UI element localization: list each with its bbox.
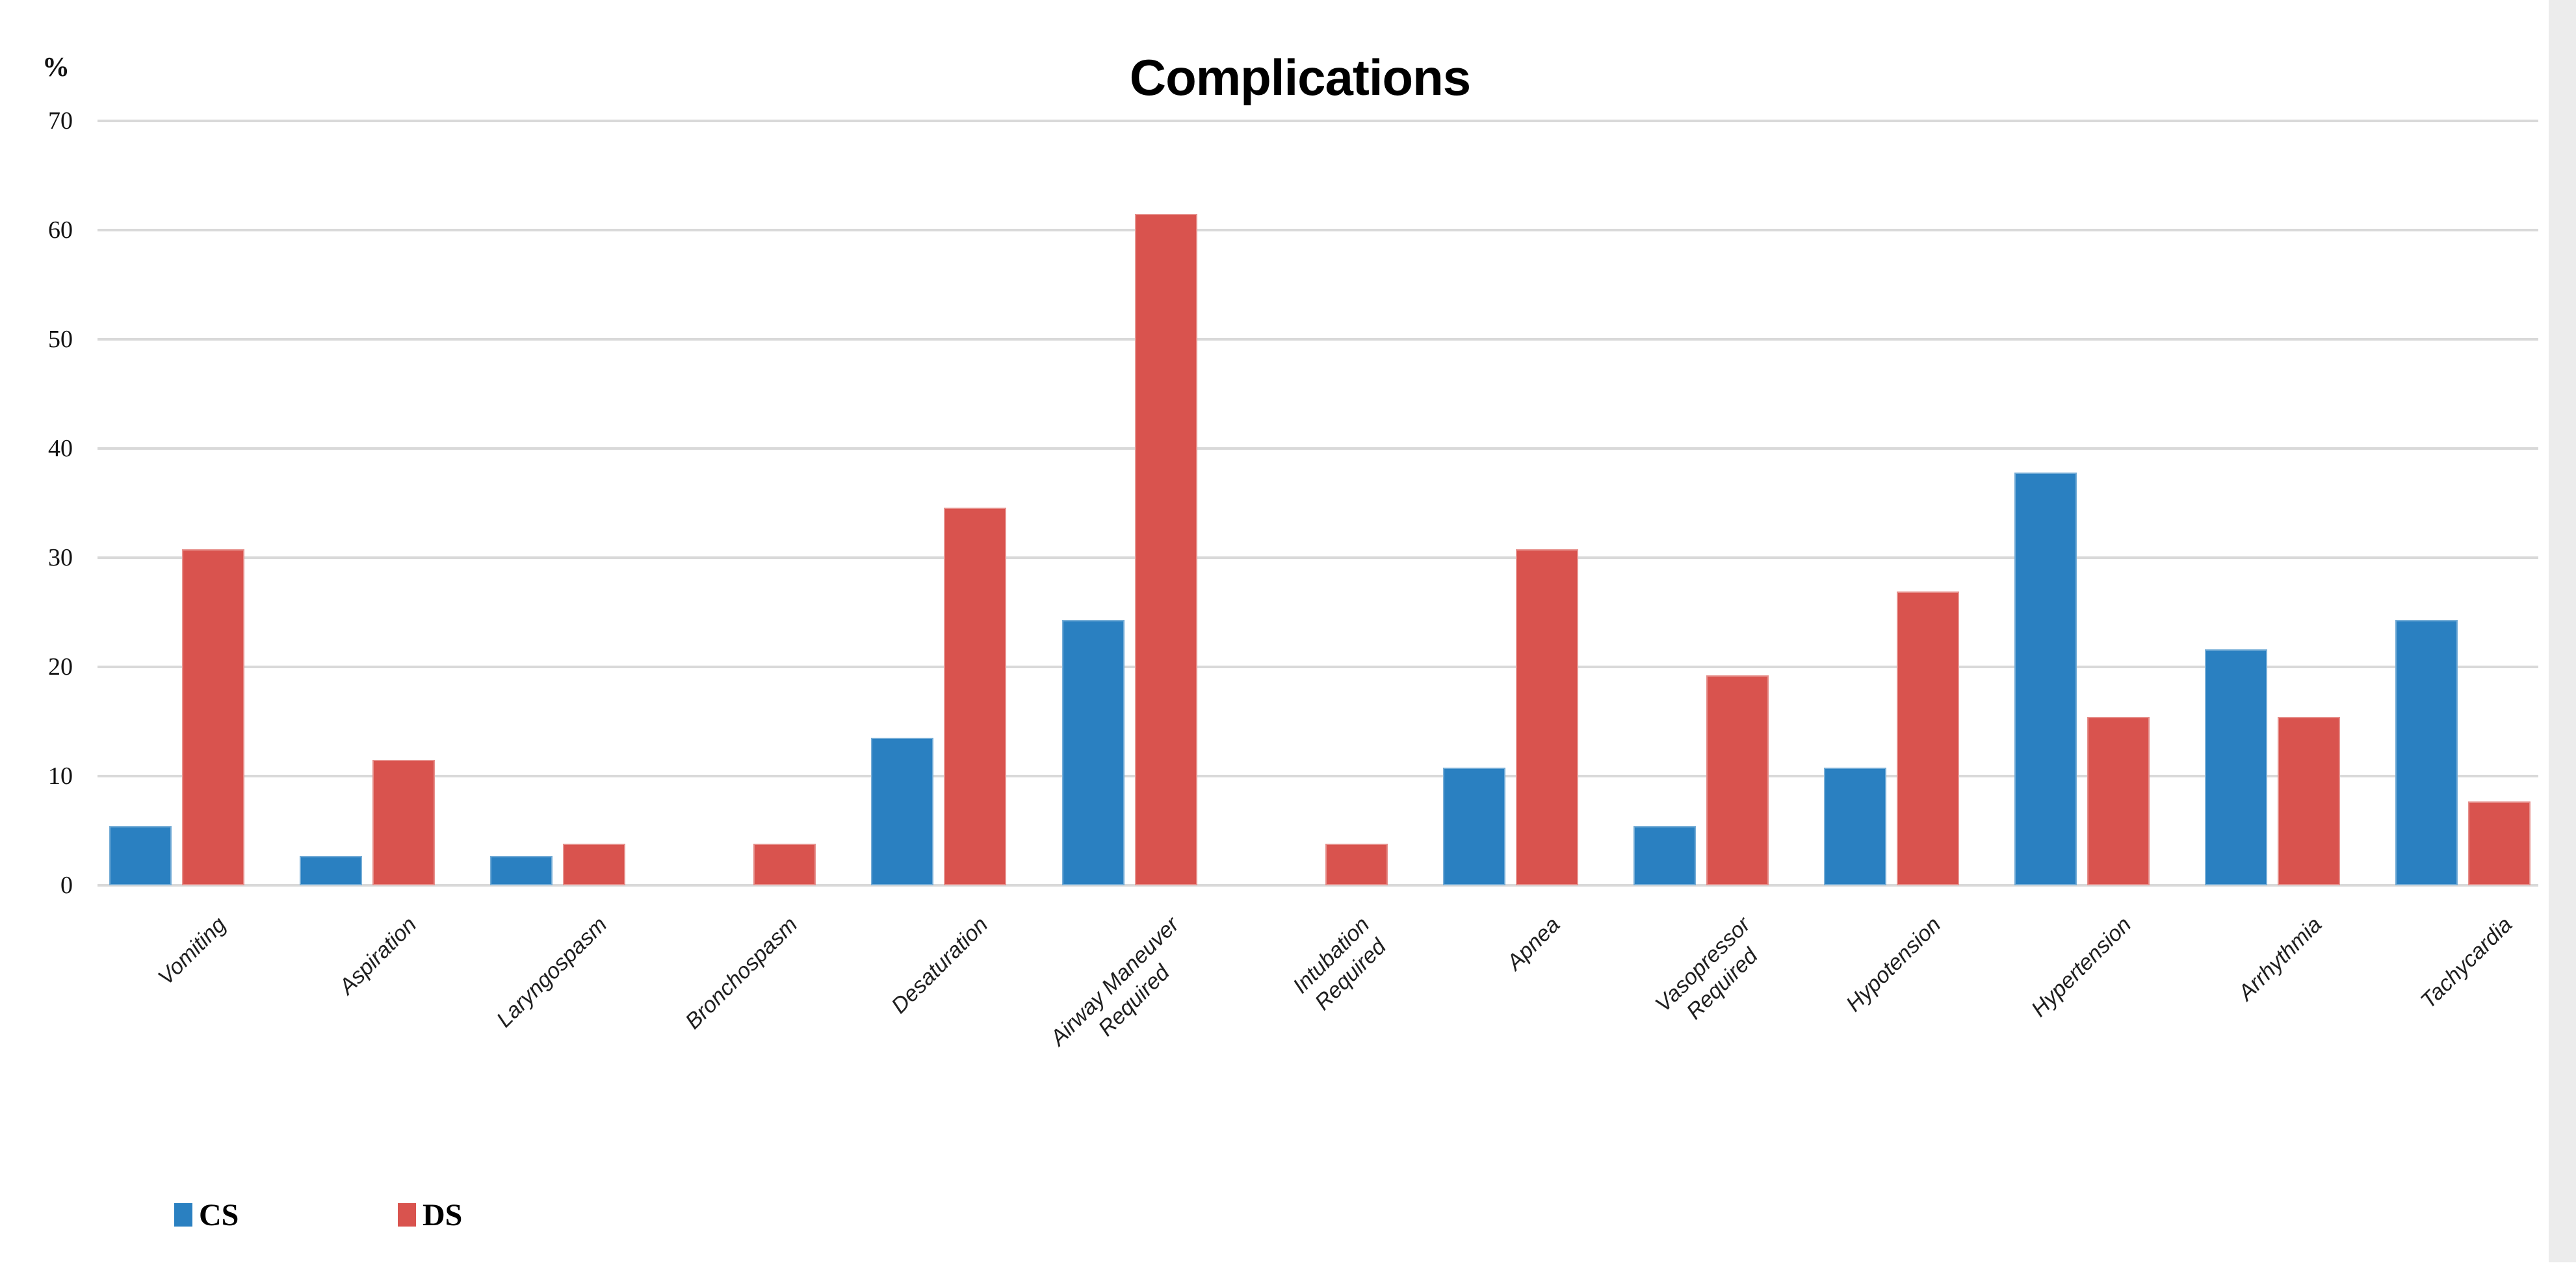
x-category-label-vasopressor-required: Vasopressor Required (1650, 912, 1763, 1024)
bar-ds-airway-maneuver-required (1134, 213, 1197, 885)
bar-ds-vasopressor-required (1706, 675, 1769, 885)
gridline-60 (98, 229, 2538, 231)
y-tick-label-20: 20 (48, 653, 73, 681)
y-tick-label-30: 30 (48, 544, 73, 571)
bar-ds-hypotension (1896, 592, 1959, 885)
x-category-label-tachycardia: Tachycardia (2415, 912, 2517, 1014)
bar-cs-laryngospasm (490, 855, 553, 885)
bar-ds-bronchospasm (753, 844, 816, 885)
legend-label-ds: DS (423, 1198, 463, 1232)
y-tick-label-60: 60 (48, 216, 73, 244)
x-category-label-arrhythmia: Arrhythmia (2233, 912, 2327, 1006)
bar-ds-hypertension (2087, 717, 2150, 885)
bar-ds-apnea (1515, 549, 1578, 885)
bar-cs-desaturation (871, 738, 934, 885)
gridline-10 (98, 775, 2538, 777)
y-tick-label-10: 10 (48, 762, 73, 790)
x-category-label-airway-maneuver-required: Airway Maneuver Required (1045, 912, 1184, 1051)
x-category-label-vomiting: Vomiting (153, 912, 231, 990)
y-axis-unit-label: % (42, 53, 70, 83)
bar-cs-tachycardia (2395, 619, 2458, 885)
x-category-label-aspiration: Aspiration (334, 912, 422, 1000)
bar-ds-vomiting (182, 549, 244, 885)
gridline-70 (98, 120, 2538, 122)
legend-swatch-ds (398, 1203, 416, 1227)
x-category-label-hypertension: Hypertension (2026, 912, 2137, 1022)
bar-ds-laryngospasm (563, 844, 626, 885)
x-category-label-intubation-required: Intubation Required (1288, 912, 1391, 1015)
bar-cs-hypotension (1823, 767, 1886, 885)
x-category-label-laryngospasm: Laryngospasm (491, 912, 612, 1032)
gridline-30 (98, 556, 2538, 559)
bar-cs-aspiration (300, 855, 363, 885)
bar-cs-vasopressor-required (1633, 826, 1696, 885)
bar-cs-airway-maneuver-required (1061, 619, 1125, 885)
bar-cs-apnea (1442, 767, 1505, 885)
gridline-20 (98, 666, 2538, 668)
chart-title: Complications (1129, 49, 1471, 106)
bar-ds-aspiration (372, 759, 436, 885)
gridline-50 (98, 338, 2538, 341)
y-tick-label-70: 70 (48, 107, 73, 135)
x-category-label-desaturation: Desaturation (887, 912, 993, 1019)
legend-swatch-cs (174, 1203, 192, 1227)
bar-ds-intubation-required (1325, 844, 1388, 885)
legend-label-cs: CS (199, 1198, 239, 1232)
x-category-label-apnea: Apnea (1502, 912, 1565, 975)
bar-ds-desaturation (944, 507, 1007, 885)
gridline-0 (98, 884, 2538, 887)
bar-cs-arrhythmia (2205, 649, 2268, 885)
y-tick-label-50: 50 (48, 326, 73, 353)
bar-ds-arrhythmia (2278, 717, 2341, 885)
scrollbar-track-right[interactable] (2549, 0, 2576, 1262)
bar-ds-tachycardia (2468, 801, 2531, 885)
y-tick-label-40: 40 (48, 435, 73, 462)
bar-cs-vomiting (109, 826, 172, 885)
x-category-label-hypotension: Hypotension (1841, 912, 1946, 1017)
bar-cs-hypertension (2014, 473, 2077, 885)
x-category-label-bronchospasm: Bronchospasm (681, 912, 803, 1034)
y-tick-label-0: 0 (60, 872, 73, 899)
gridline-40 (98, 447, 2538, 450)
